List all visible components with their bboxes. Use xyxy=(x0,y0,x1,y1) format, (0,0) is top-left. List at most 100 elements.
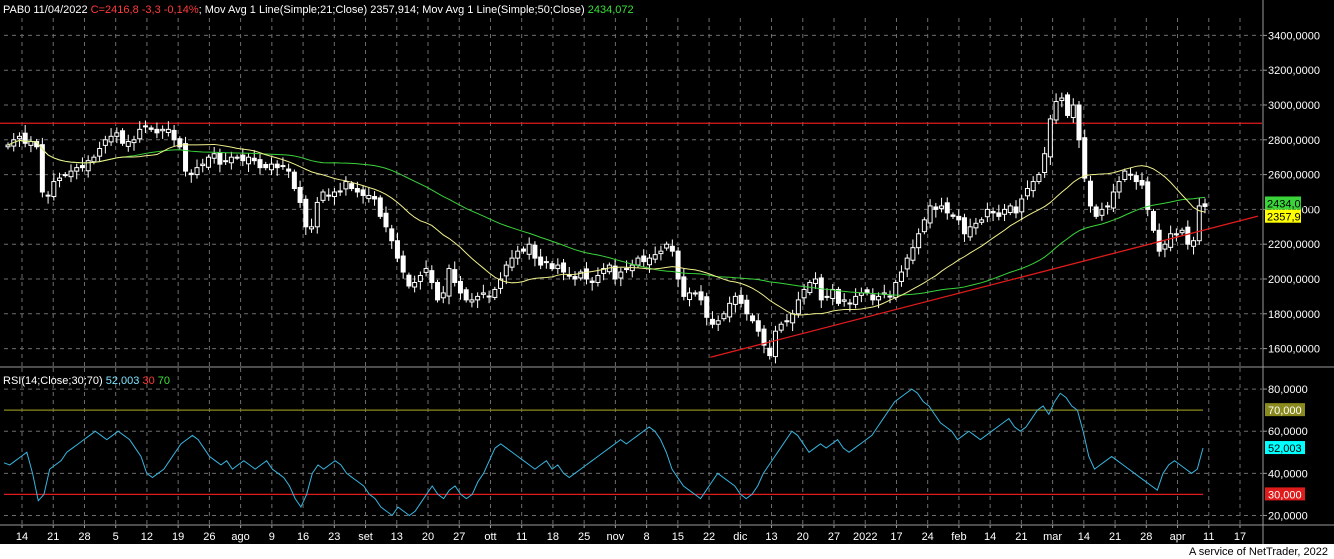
candle-body xyxy=(177,138,183,148)
candle-body xyxy=(389,228,395,242)
candle-body xyxy=(635,257,641,266)
candle-body xyxy=(979,219,985,223)
candle-body xyxy=(1179,229,1185,234)
x-tick-label: 21 xyxy=(1109,531,1121,543)
candle-body xyxy=(223,160,229,163)
candle-body xyxy=(1202,203,1208,207)
candle-body xyxy=(234,156,240,159)
candle-body xyxy=(1013,206,1019,214)
candle-body xyxy=(1162,243,1168,250)
candle-body xyxy=(933,206,939,210)
candle-body xyxy=(366,194,372,200)
candle-body xyxy=(74,167,80,172)
rsi-tick-label: 80,0000 xyxy=(1268,384,1308,396)
candle-body xyxy=(618,271,624,279)
candle-body xyxy=(314,201,320,228)
rsi-level-badge-label: 70,000 xyxy=(1268,405,1302,417)
candle-body xyxy=(188,172,194,176)
candle-body xyxy=(939,205,945,209)
candle-body xyxy=(589,280,595,283)
price-value-badge xyxy=(1265,196,1301,210)
candle-body xyxy=(566,274,572,277)
candle-body xyxy=(543,261,549,264)
candle-body xyxy=(16,135,22,140)
x-tick-label: 26 xyxy=(203,531,215,543)
candle-body xyxy=(68,170,74,178)
rsi-tick-label: 40,0000 xyxy=(1268,468,1308,480)
x-tick-label: 28 xyxy=(78,531,90,543)
candle-body xyxy=(137,128,143,140)
ma50-value: 2434,072 xyxy=(587,4,634,16)
price-tick-label: 1600,0000 xyxy=(1268,344,1320,356)
candle-body xyxy=(480,292,486,295)
candle-body xyxy=(211,153,217,159)
x-tick-label: 17 xyxy=(890,531,902,543)
candle-body xyxy=(446,268,452,297)
candle-body xyxy=(303,198,309,228)
candle-body xyxy=(578,271,584,279)
candle-body xyxy=(309,226,315,230)
rsi-level-badge xyxy=(1265,403,1305,417)
candle-body xyxy=(801,288,807,299)
x-tick-label: 9 xyxy=(269,531,275,543)
ma21-label: Mov Avg 1 Line(Simple;21;Close) xyxy=(204,4,368,16)
candle-body xyxy=(727,302,733,318)
candle-body xyxy=(412,281,418,288)
candle-body xyxy=(961,217,967,235)
candle-body xyxy=(1087,180,1093,207)
candle-body xyxy=(154,128,160,134)
candle-body xyxy=(280,165,286,168)
candle-body xyxy=(274,163,280,169)
candle-body xyxy=(1122,170,1128,180)
candle-body xyxy=(795,299,801,315)
candle-body xyxy=(784,320,790,323)
x-tick-label: 12 xyxy=(141,531,153,543)
x-tick-label: nov xyxy=(607,531,625,543)
candle-body xyxy=(5,144,11,148)
candle-body xyxy=(429,270,435,283)
x-tick-label: 19 xyxy=(172,531,184,543)
candle-body xyxy=(394,240,400,259)
candle-body xyxy=(1168,233,1174,248)
candle-body xyxy=(1128,173,1134,176)
candle-body xyxy=(240,154,246,162)
candle-body xyxy=(1053,101,1059,121)
candle-body xyxy=(532,244,538,259)
x-tick-label: 2022 xyxy=(853,531,877,543)
footer-credit: A service of NetTrader, 2022 xyxy=(1189,546,1328,558)
candle-body xyxy=(761,328,767,346)
symbol-date: PAB0 11/04/2022 xyxy=(3,4,88,16)
footer-bar xyxy=(0,544,1334,559)
rsi-label: RSI(14;Close;30;70) xyxy=(3,375,103,387)
candle-body xyxy=(887,295,893,298)
candle-body xyxy=(1105,205,1111,208)
candle-body xyxy=(498,278,504,289)
candle-body xyxy=(148,127,154,130)
candle-body xyxy=(492,288,498,298)
candle-body xyxy=(1191,240,1197,247)
price-tick-label: 2200,0000 xyxy=(1268,239,1320,251)
candle-body xyxy=(572,276,578,280)
candle-body xyxy=(841,299,847,302)
candle-body xyxy=(847,302,853,305)
x-tick-label: 18 xyxy=(547,531,559,543)
candle-body xyxy=(1093,206,1099,217)
candle-body xyxy=(1076,104,1082,141)
candle-body xyxy=(520,248,526,252)
candle-body xyxy=(423,268,429,273)
candle-body xyxy=(772,330,778,358)
candle-body xyxy=(721,313,727,320)
candle-body xyxy=(555,264,561,270)
x-tick-label: 11 xyxy=(1203,531,1214,543)
candle-body xyxy=(79,165,85,169)
x-tick-label: 22 xyxy=(703,531,715,543)
candle-body xyxy=(45,194,51,197)
rsi-value-badge-label: 52,003 xyxy=(1268,443,1302,455)
x-tick-label: 16 xyxy=(297,531,309,543)
candle-body xyxy=(160,128,166,132)
candle-body xyxy=(715,320,721,325)
candle-body xyxy=(624,268,630,271)
candle-body xyxy=(1196,205,1202,242)
candle-body xyxy=(984,208,990,218)
